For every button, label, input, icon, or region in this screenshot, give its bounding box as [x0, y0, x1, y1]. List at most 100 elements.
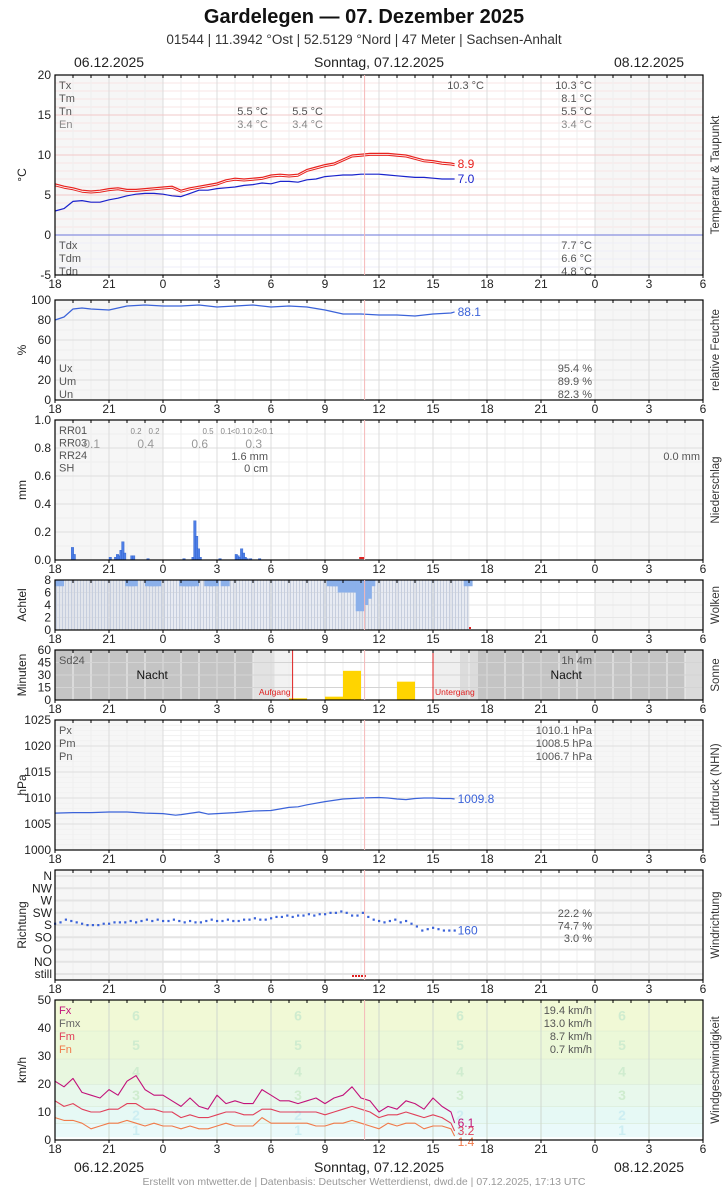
rr24-value: 1.6 mm — [231, 451, 268, 463]
x-tick-label: 18 — [48, 982, 62, 996]
legend-label: Tdm — [59, 253, 81, 265]
legend-label: En — [59, 119, 72, 131]
stat-value: 3.0 % — [564, 933, 592, 945]
footer-credit: Erstellt von mtwetter.de | Datenbasis: D… — [142, 1176, 586, 1188]
cloud-bar — [346, 580, 349, 630]
cloud-bar — [136, 580, 139, 630]
beaufort-label: 1 — [294, 1122, 302, 1138]
rr01-label: 0.2 — [130, 427, 142, 436]
direction-point — [75, 921, 78, 924]
direction-point — [324, 913, 327, 916]
direction-point — [232, 919, 235, 923]
rr03-label: 0.1 — [83, 437, 100, 451]
cloud-bar — [433, 580, 436, 630]
beaufort-label: 1 — [618, 1122, 626, 1138]
stat-value: 74.7 % — [558, 920, 592, 932]
cloud-bar — [334, 580, 337, 630]
cloud-bar — [400, 580, 403, 630]
cloud-bar — [76, 580, 79, 630]
cloud-bar — [55, 580, 58, 630]
cloud-cover-bar — [209, 580, 219, 587]
direction-point — [442, 929, 445, 932]
stat-value: 19.4 km/h — [544, 1005, 592, 1017]
cloud-bar — [463, 580, 466, 630]
stat-value: 1008.5 hPa — [536, 738, 593, 750]
stat-value: 89.9 % — [558, 376, 592, 388]
direction-point — [361, 911, 364, 914]
y-tick-label: 0.6 — [34, 469, 51, 483]
x-tick-label: 21 — [534, 702, 548, 716]
beaufort-label: 5 — [618, 1037, 626, 1053]
legend-label: Px — [59, 725, 72, 737]
direction-label: O — [43, 943, 52, 957]
y-tick-label: 80 — [38, 313, 52, 327]
rr01-label: <0.1 — [258, 427, 274, 436]
y-tick-label: 0.8 — [34, 441, 51, 455]
cloud-cover-bar — [362, 580, 372, 599]
y-tick-label: 15 — [38, 681, 52, 695]
y-axis-label: °C — [15, 168, 29, 182]
direction-point — [118, 921, 121, 924]
last-value-label: 8.9 — [458, 157, 475, 171]
stat-value: 8.7 km/h — [550, 1031, 592, 1043]
last-value-label: 1.4 — [458, 1135, 475, 1149]
y-axis-label: mm — [15, 480, 29, 500]
beaufort-label: 6 — [618, 1007, 626, 1023]
direction-point — [189, 919, 192, 923]
y-tick-label: 0 — [44, 693, 51, 707]
x-tick-label: 18 — [480, 1142, 494, 1156]
cloud-bar — [226, 580, 229, 630]
chart-title: relative Feuchte — [710, 309, 722, 391]
x-tick-label: 12 — [372, 852, 386, 866]
cloud-bar — [190, 580, 193, 630]
cloud-bar — [436, 580, 439, 630]
direction-point — [216, 919, 219, 923]
cloud-bar — [424, 580, 427, 630]
cloud-bar — [160, 580, 163, 630]
direction-point — [405, 919, 408, 923]
beaufort-label: 1 — [132, 1122, 140, 1138]
direction-point — [378, 919, 381, 923]
x-tick-label: 21 — [534, 632, 548, 646]
cloud-bar — [70, 580, 73, 630]
direction-point — [59, 921, 62, 924]
direction-point — [448, 929, 451, 932]
x-tick-label: 21 — [102, 702, 116, 716]
cloud-bar — [145, 580, 148, 630]
cloud-bar — [289, 580, 292, 630]
y-tick-label: 100 — [31, 293, 51, 307]
x-tick-label: 12 — [372, 562, 386, 576]
x-tick-label: 21 — [102, 1142, 116, 1156]
x-tick-label: 3 — [646, 632, 653, 646]
x-tick-label: 6 — [268, 982, 275, 996]
y-tick-label: 1.0 — [34, 413, 51, 427]
x-tick-label: 3 — [646, 982, 653, 996]
direction-point — [437, 928, 440, 931]
precip-bar — [123, 552, 127, 561]
direction-point — [156, 918, 159, 921]
cloud-bar — [388, 580, 391, 630]
stat-value: 8.1 °C — [561, 93, 592, 105]
x-tick-label: 12 — [372, 402, 386, 416]
x-tick-label: 0 — [592, 1142, 599, 1156]
cloud-bar — [232, 580, 235, 630]
y-axis-label: % — [15, 344, 29, 355]
x-tick-label: 0 — [592, 632, 599, 646]
cloud-bar — [247, 580, 250, 630]
cloud-bar — [253, 580, 256, 630]
beaufort-label: 5 — [294, 1037, 302, 1053]
x-tick-label: 3 — [214, 402, 221, 416]
direction-point — [259, 918, 262, 921]
x-tick-label: 9 — [322, 852, 329, 866]
direction-point — [313, 914, 316, 917]
x-tick-label: 6 — [700, 277, 707, 291]
annotation: 5.5 °C — [237, 106, 268, 118]
y-tick-label: 5 — [44, 188, 51, 202]
y-tick-label: 45 — [38, 656, 52, 670]
cloud-bar — [442, 580, 445, 630]
x-tick-label: 3 — [646, 1142, 653, 1156]
legend-label: RR24 — [59, 450, 87, 462]
cloud-bar — [244, 580, 247, 630]
direction-label: N — [43, 869, 52, 883]
